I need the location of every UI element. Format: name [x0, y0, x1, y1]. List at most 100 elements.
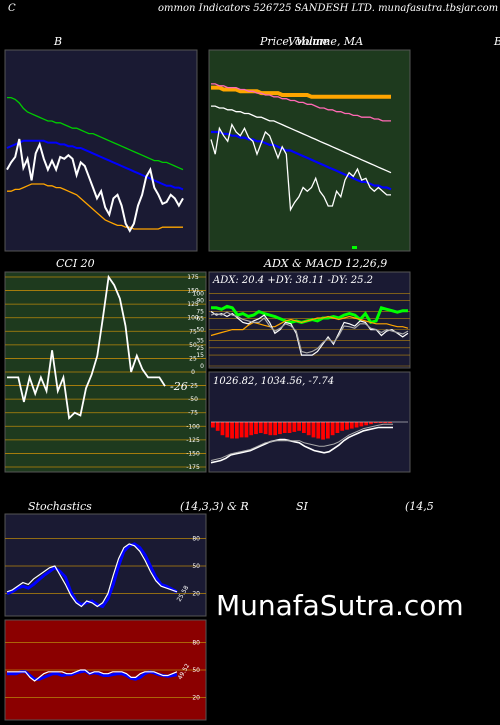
price-series-2	[211, 105, 392, 174]
macd-hist-bar	[297, 422, 301, 431]
macd-hist-bar	[354, 422, 359, 428]
series-layer: 1751501251007550250-25-50-75-100-125-150…	[5, 83, 410, 702]
price-series-3	[211, 130, 392, 191]
rsi-tick-label: 20	[192, 695, 200, 702]
price-series-4	[210, 122, 391, 212]
header-left-letter: C	[8, 3, 16, 14]
stoch-series-0	[6, 542, 178, 609]
macd-hist-bar	[239, 422, 244, 438]
rsi-tick-label: 50	[192, 667, 200, 674]
rsi-title: SI	[296, 500, 309, 513]
cci-tick-label: -125	[186, 437, 200, 444]
macd-hist-bar	[258, 422, 263, 433]
macd-hist-bar	[383, 422, 388, 424]
macd-hist-bar	[225, 422, 230, 438]
adx-tick-label: 0	[200, 363, 204, 370]
macd-hist-bar	[268, 422, 273, 436]
macd-hist-bar	[278, 422, 282, 435]
cci-tick-label: 150	[187, 288, 199, 295]
stoch-tick-label: 20	[192, 591, 200, 598]
cci-tick-label: -25	[188, 383, 198, 390]
macd-hist-bar	[287, 422, 292, 433]
macd-hist-bar	[345, 422, 349, 430]
bb-panel	[4, 49, 198, 252]
cci-tick-label: -175	[186, 464, 200, 471]
cci-tick-label: 75	[189, 328, 197, 335]
cci-tick-label: -100	[186, 423, 200, 430]
macd-hist-bar	[254, 422, 258, 435]
macd-hist-bar	[220, 422, 225, 436]
rsi-series-1	[7, 669, 178, 682]
macd-hist-bar	[306, 422, 311, 436]
right-cut-title: B	[493, 35, 500, 48]
adx-tick-label: 25	[196, 345, 204, 352]
price-overlay-title: Volume	[288, 35, 330, 48]
price-panel	[208, 49, 411, 252]
macd-hist-bar	[311, 422, 316, 438]
macd-hist-bar	[211, 422, 215, 428]
macd-hist-bar	[292, 422, 297, 432]
macd-hist-bar	[369, 422, 373, 425]
price-title: Price, Volume, MA	[259, 35, 363, 48]
macd-hist-bar	[321, 422, 325, 440]
cci-title: CCI 20	[56, 257, 95, 270]
bb-series-3	[6, 138, 184, 233]
macd-hist-bar	[273, 422, 278, 436]
cci-tick-label: 0	[191, 369, 195, 376]
bb-title: B	[53, 35, 62, 48]
macd-line	[210, 426, 393, 464]
macd-hist-bar	[316, 422, 321, 439]
adx-tick-label: 100	[193, 290, 205, 297]
macd-hist-bar	[330, 422, 335, 436]
cci-tick-label: 125	[187, 301, 199, 308]
cci-tick-label: 50	[189, 342, 197, 349]
adx-tick-label: 50	[196, 327, 204, 334]
macd-hist-bar	[373, 422, 378, 424]
macd-hist-bar	[282, 422, 287, 433]
macd-hist-bar	[302, 422, 306, 433]
macd-hist-bar	[349, 422, 354, 429]
macd-hist-bar	[230, 422, 234, 439]
volume-bar	[352, 246, 357, 249]
macd-label: 1026.82, 1034.56, -7.74	[213, 376, 334, 387]
cci-tick-label: 175	[187, 274, 199, 281]
adx-macd-title: ADX & MACD 12,26,9	[263, 257, 387, 270]
macd-hist-bar	[359, 422, 364, 427]
adx-tick-label: 75	[196, 308, 204, 315]
macd-hist-bar	[249, 422, 254, 436]
adx-tick-label: 90	[196, 298, 204, 305]
cci-tick-label: -50	[188, 396, 198, 403]
rsi-params: (14,5	[405, 500, 434, 513]
adx-tick-label: 15	[196, 352, 204, 359]
bb-series-2	[7, 183, 183, 230]
macd-hist-bar	[378, 422, 383, 424]
macd-hist-bar	[234, 422, 239, 439]
bb-series-0	[7, 96, 184, 171]
cci-tick-label: -150	[186, 450, 200, 457]
adx-label: ADX: 20.4 +DY: 38.11 -DY: 25.2	[212, 275, 373, 286]
watermark: MunafaSutra.com	[216, 589, 464, 622]
cci-tick-label: 100	[187, 315, 199, 322]
macd-hist-bar	[325, 422, 330, 439]
stoch-params: (14,3,3) & R	[180, 500, 249, 513]
macd-hist-bar	[364, 422, 369, 426]
price-series-0	[211, 85, 391, 99]
adx-tick-label: 35	[196, 338, 204, 345]
cci-last-value: -26	[170, 380, 188, 393]
macd-hist-bar	[215, 422, 220, 431]
macd-hist-bar	[388, 422, 392, 424]
price-series-1	[211, 83, 391, 122]
cci-tick-label: -75	[188, 410, 198, 417]
macd-hist-bar	[263, 422, 268, 435]
macd-hist-bar	[335, 422, 340, 433]
cci-tick-label: 25	[189, 355, 197, 362]
adx-series-1	[210, 315, 409, 337]
stoch-tick-label: 50	[192, 563, 200, 570]
stoch-panel	[4, 513, 207, 617]
adx-tick-label: 65	[196, 316, 204, 323]
stoch-title: Stochastics	[28, 500, 92, 513]
stoch-series-1	[6, 543, 178, 608]
macd-signal-line	[210, 423, 393, 461]
header-text: ommon Indicators 526725 SANDESH LTD. mun…	[158, 3, 499, 14]
